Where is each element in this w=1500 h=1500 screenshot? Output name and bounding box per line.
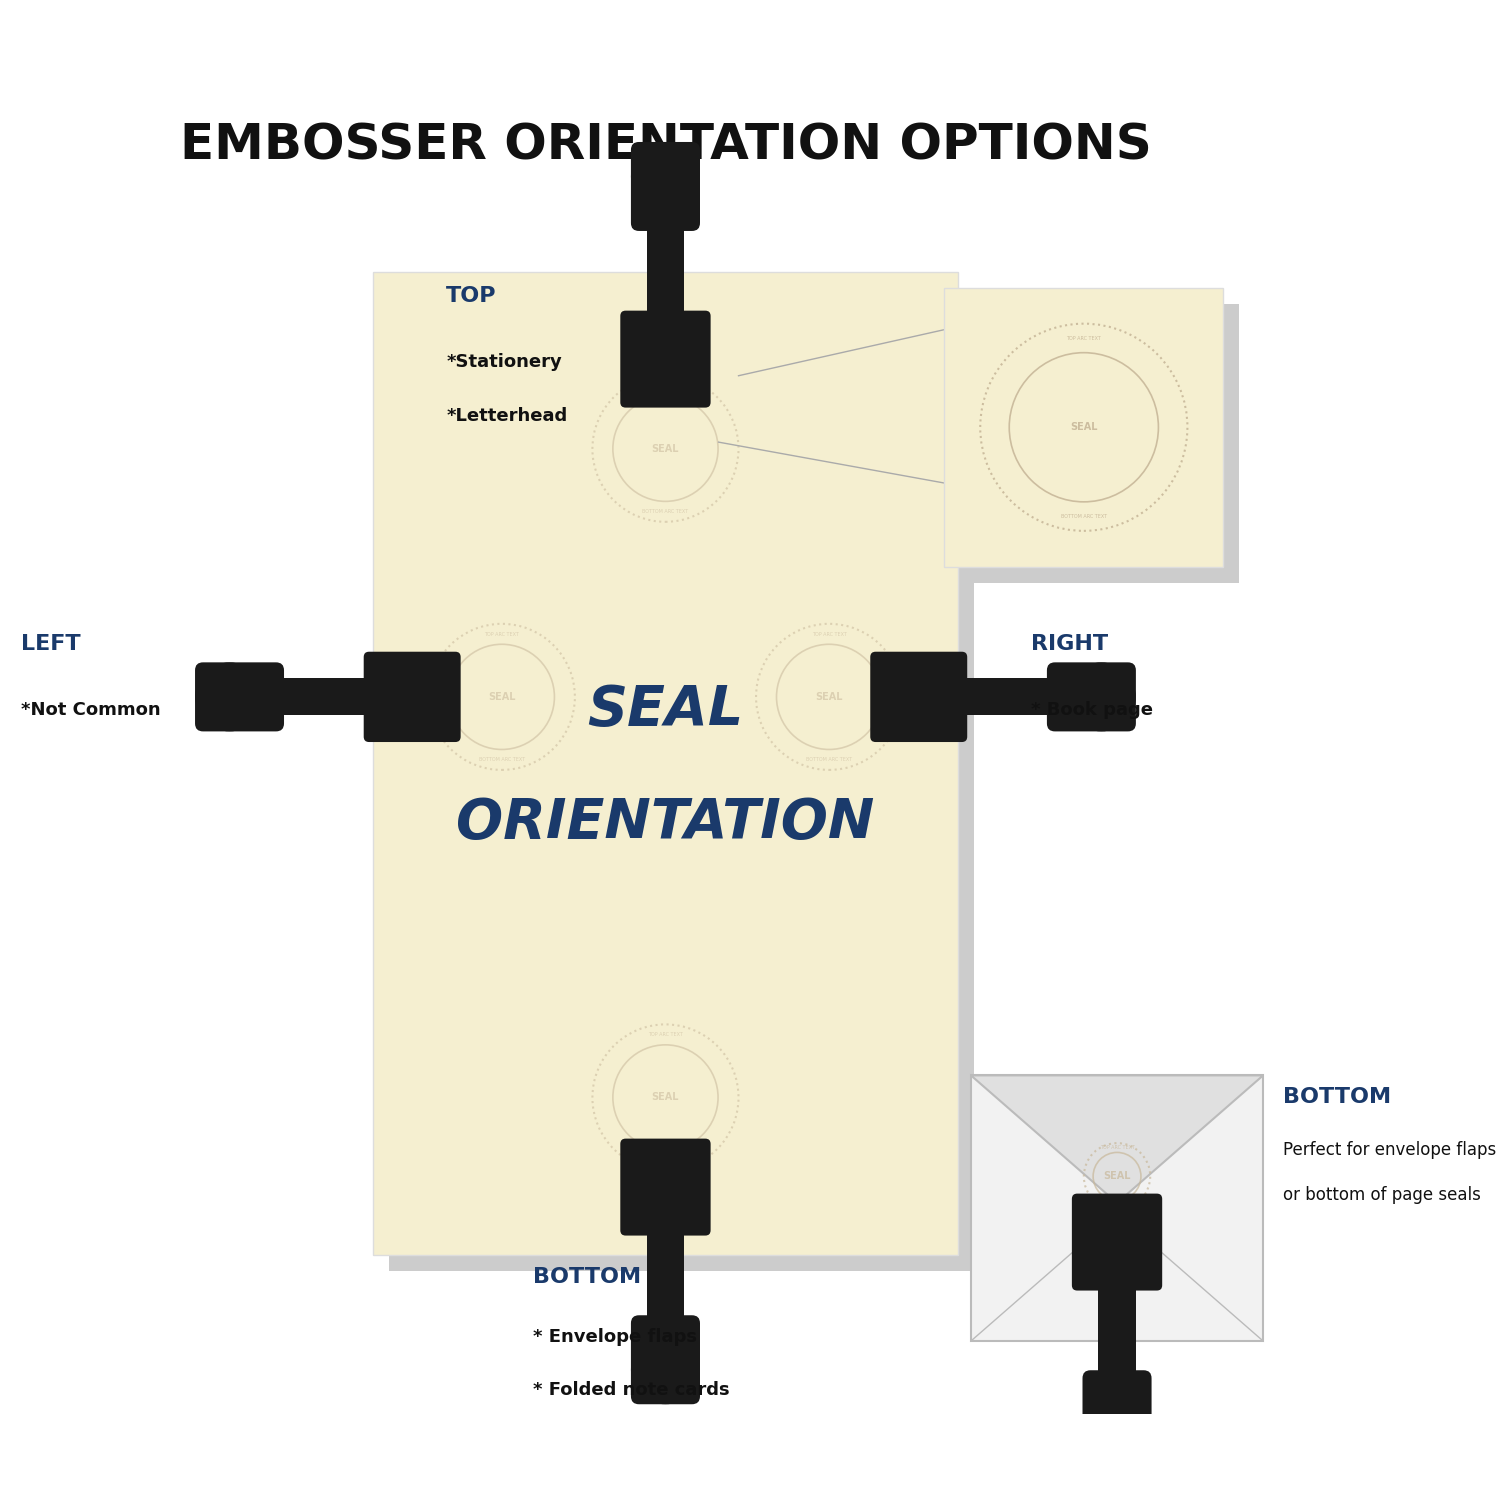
Text: TOP: TOP [447, 286, 497, 306]
Text: Perfect for envelope flaps: Perfect for envelope flaps [1282, 1142, 1497, 1160]
FancyBboxPatch shape [632, 142, 700, 231]
Text: SEAL: SEAL [651, 444, 680, 454]
Circle shape [195, 663, 264, 732]
Text: *Stationery: *Stationery [447, 354, 562, 372]
FancyBboxPatch shape [621, 310, 711, 408]
Text: RIGHT: RIGHT [1030, 633, 1108, 654]
FancyBboxPatch shape [195, 663, 284, 732]
Text: BOTTOM ARC TEXT: BOTTOM ARC TEXT [806, 758, 852, 762]
FancyBboxPatch shape [374, 272, 957, 1254]
FancyBboxPatch shape [1072, 1194, 1162, 1290]
Text: LEFT: LEFT [21, 633, 81, 654]
Text: TOP ARC TEXT: TOP ARC TEXT [1066, 336, 1101, 340]
Text: SEAL: SEAL [588, 682, 744, 736]
Text: SEAL: SEAL [1104, 1172, 1131, 1182]
FancyBboxPatch shape [646, 190, 684, 322]
Text: TOP ARC TEXT: TOP ARC TEXT [648, 384, 682, 388]
Text: BOTTOM ARC TEXT: BOTTOM ARC TEXT [1094, 1203, 1140, 1208]
Text: ORIENTATION: ORIENTATION [456, 796, 874, 850]
Circle shape [632, 142, 700, 211]
FancyBboxPatch shape [960, 303, 1239, 582]
FancyBboxPatch shape [388, 288, 974, 1270]
Text: TOP ARC TEXT: TOP ARC TEXT [1100, 1146, 1134, 1150]
FancyBboxPatch shape [621, 1138, 711, 1236]
Text: BOTTOM: BOTTOM [1282, 1086, 1390, 1107]
Text: * Envelope flaps: * Envelope flaps [532, 1328, 696, 1346]
Text: BOTTOM: BOTTOM [532, 1266, 640, 1287]
FancyBboxPatch shape [363, 651, 460, 742]
Text: SEAL: SEAL [1070, 423, 1098, 432]
Text: *Letterhead: *Letterhead [447, 406, 567, 424]
FancyBboxPatch shape [243, 678, 375, 716]
FancyBboxPatch shape [646, 1224, 684, 1356]
FancyBboxPatch shape [870, 651, 968, 742]
Circle shape [632, 1335, 700, 1404]
Circle shape [1083, 1390, 1152, 1460]
Text: BOTTOM ARC TEXT: BOTTOM ARC TEXT [1060, 514, 1107, 519]
Text: TOP ARC TEXT: TOP ARC TEXT [648, 1032, 682, 1036]
FancyBboxPatch shape [1083, 1370, 1152, 1460]
Text: SEAL: SEAL [488, 692, 516, 702]
FancyBboxPatch shape [970, 1076, 1263, 1341]
Polygon shape [970, 1076, 1263, 1203]
Text: SEAL: SEAL [651, 1092, 680, 1102]
FancyBboxPatch shape [632, 1316, 700, 1404]
FancyBboxPatch shape [1098, 1278, 1136, 1412]
Text: * Book page: * Book page [1030, 700, 1152, 718]
FancyBboxPatch shape [945, 288, 1224, 567]
Text: *Not Common: *Not Common [21, 700, 160, 718]
Text: TOP ARC TEXT: TOP ARC TEXT [812, 632, 846, 636]
Text: * Folded note cards: * Folded note cards [532, 1380, 729, 1398]
Circle shape [1066, 663, 1136, 732]
Text: or bottom of page seals: or bottom of page seals [1282, 1186, 1480, 1204]
Text: BOTTOM ARC TEXT: BOTTOM ARC TEXT [478, 758, 525, 762]
Text: EMBOSSER ORIENTATION OPTIONS: EMBOSSER ORIENTATION OPTIONS [180, 122, 1152, 170]
Text: TOP ARC TEXT: TOP ARC TEXT [484, 632, 519, 636]
Text: BOTTOM ARC TEXT: BOTTOM ARC TEXT [642, 1158, 688, 1162]
Text: BOTTOM ARC TEXT: BOTTOM ARC TEXT [642, 509, 688, 515]
FancyBboxPatch shape [956, 678, 1088, 716]
Text: SEAL: SEAL [816, 692, 843, 702]
FancyBboxPatch shape [1047, 663, 1136, 732]
